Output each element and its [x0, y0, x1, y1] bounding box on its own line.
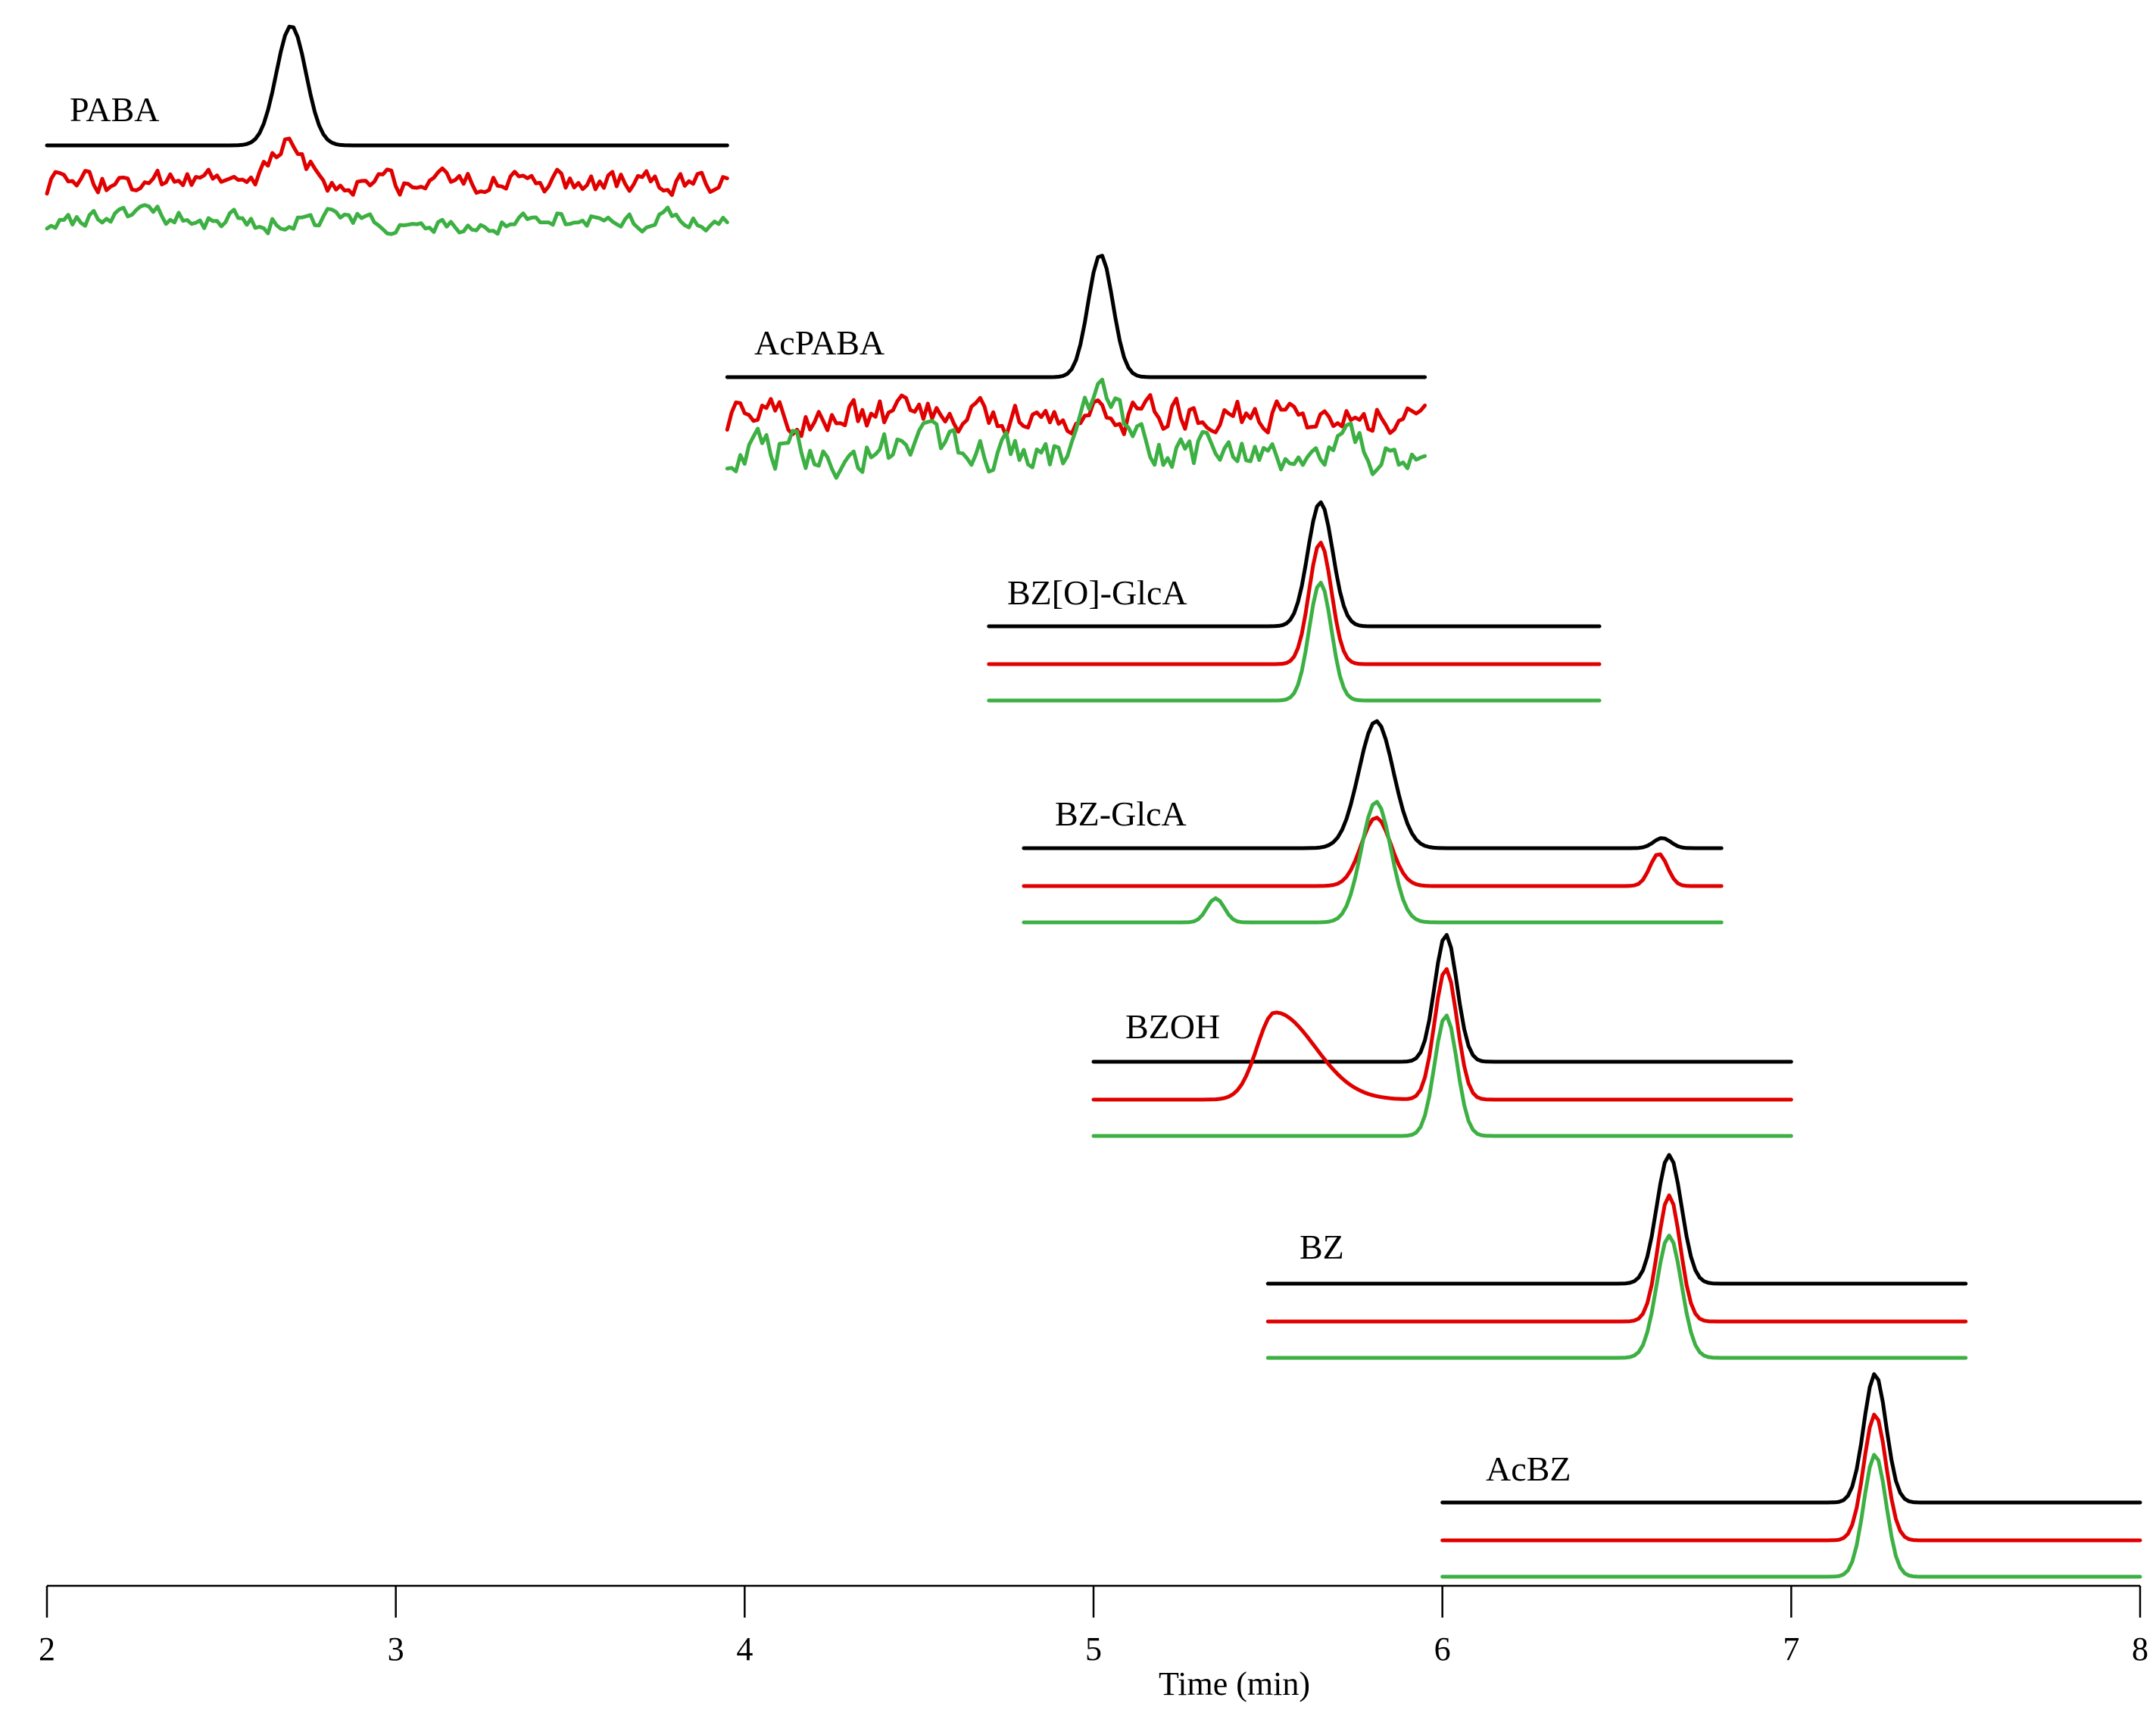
panel-label: BZ[O]-GlcA — [1007, 573, 1187, 612]
x-tick-label-8: 8 — [2132, 1630, 2148, 1668]
panel-label: PABA — [70, 90, 159, 129]
trace-red — [45, 136, 729, 198]
trace-black — [987, 500, 1602, 629]
trace-green — [987, 580, 1602, 703]
x-tick-label-3: 3 — [388, 1630, 404, 1668]
trace-red — [1440, 1412, 2142, 1543]
trace-black — [1091, 933, 1793, 1064]
panel-bz-o-glca: BZ[O]-GlcA — [987, 500, 1602, 703]
trace-green — [1265, 1234, 1968, 1360]
x-axis: 2 3 4 5 6 7 8 Time (min) — [39, 1584, 2148, 1702]
trace-green — [1091, 1013, 1793, 1138]
chromatogram-panels: PABA AcPABA BZ[O]-GlcA BZ-GlcA BZOH BZ AcBZ — [45, 24, 2142, 1579]
trace-red — [1265, 1193, 1968, 1324]
panel-bz-glca: BZ-GlcA — [1022, 719, 1724, 925]
trace-green — [45, 203, 729, 236]
trace-black — [1022, 719, 1724, 850]
x-axis-title: Time (min) — [1159, 1665, 1310, 1702]
panel-acbz: AcBZ — [1440, 1372, 2142, 1579]
trace-red — [1091, 967, 1793, 1102]
trace-black — [1440, 1372, 2142, 1505]
panel-bzoh: BZOH — [1091, 933, 1793, 1138]
x-tick-label-6: 6 — [1434, 1630, 1451, 1668]
panel-bz: BZ — [1265, 1153, 1968, 1360]
trace-black — [45, 24, 729, 148]
trace-black — [725, 254, 1427, 379]
trace-black — [1265, 1153, 1968, 1286]
panel-label: BZ — [1300, 1228, 1344, 1266]
x-tick-label-5: 5 — [1085, 1630, 1102, 1668]
trace-green — [1440, 1453, 2142, 1579]
panel-label: AcBZ — [1486, 1449, 1571, 1488]
panel-paba: PABA — [45, 24, 729, 236]
trace-green — [1022, 800, 1724, 925]
x-tick-label-7: 7 — [1783, 1630, 1799, 1668]
x-axis-ticks: 2 3 4 5 6 7 8 — [39, 1586, 2148, 1668]
x-tick-label-2: 2 — [39, 1630, 55, 1668]
trace-red — [987, 541, 1602, 666]
panel-label: BZ-GlcA — [1055, 794, 1187, 833]
trace-green — [725, 377, 1427, 480]
x-tick-label-4: 4 — [736, 1630, 753, 1668]
panel-label: AcPABA — [754, 323, 885, 362]
trace-red — [1022, 816, 1724, 888]
panel-label: BZOH — [1125, 1007, 1220, 1046]
panel-acpaba: AcPABA — [725, 254, 1427, 480]
